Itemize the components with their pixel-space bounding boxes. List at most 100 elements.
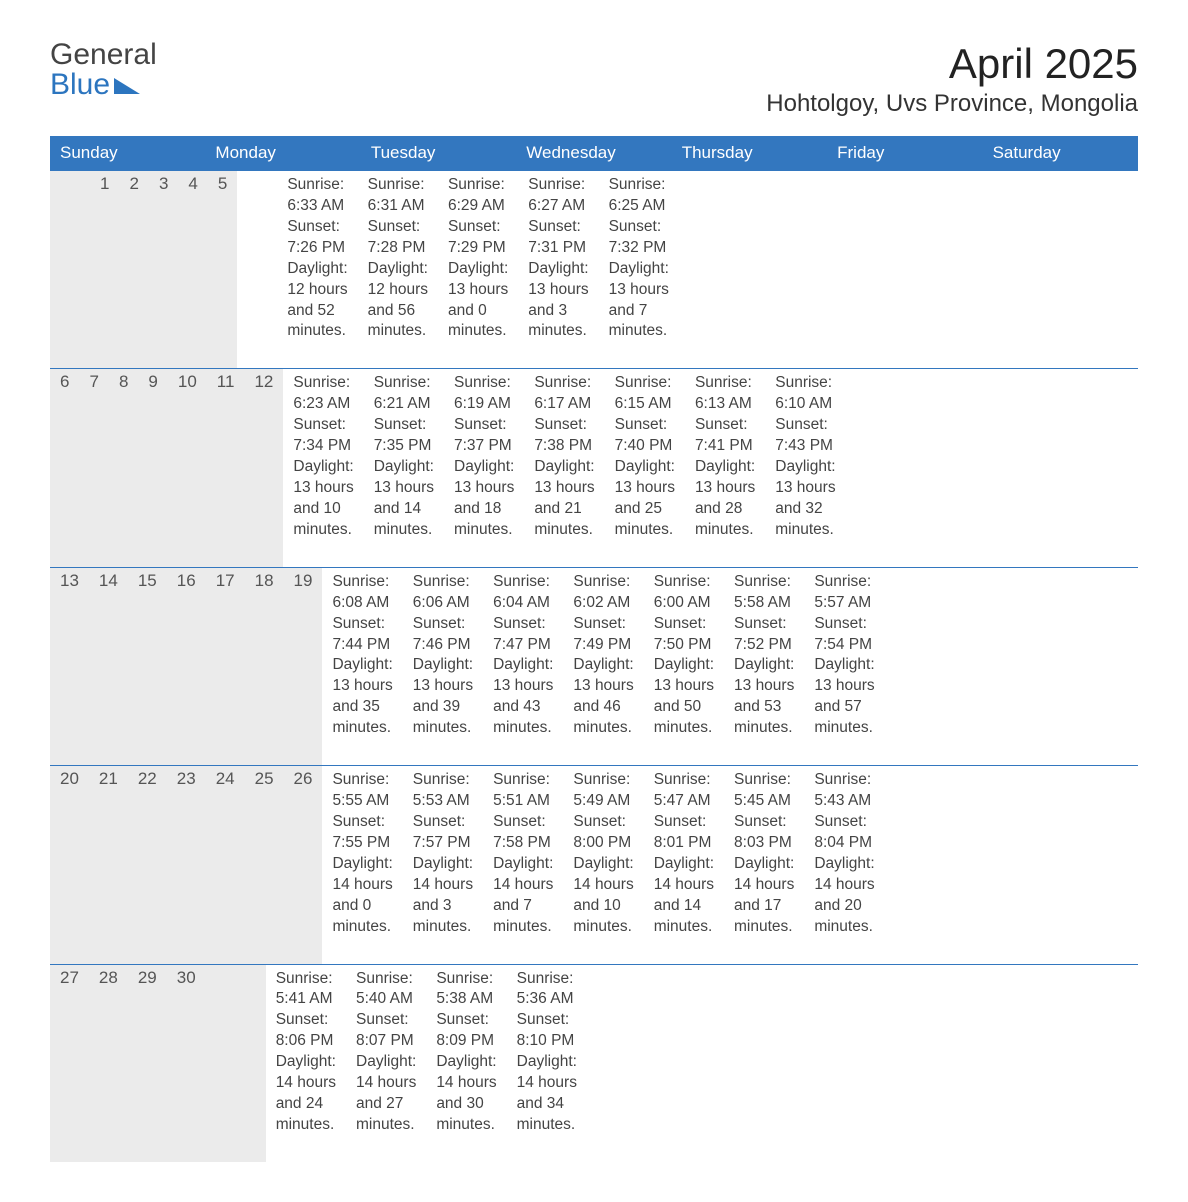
day-daylight1: Daylight: 12 hours <box>287 259 347 301</box>
day-daylight2: and 17 minutes. <box>734 896 794 938</box>
day-sunset: Sunset: 7:37 PM <box>454 415 514 457</box>
day-daylight1: Daylight: 13 hours <box>654 655 714 697</box>
day-cell: Sunrise: 5:58 AMSunset: 7:52 PMDaylight:… <box>724 568 804 765</box>
day-number: 25 <box>245 766 284 963</box>
day-sunset: Sunset: 7:34 PM <box>293 415 353 457</box>
day-sunset: Sunset: 8:00 PM <box>573 812 633 854</box>
day-daylight2: and 7 minutes. <box>493 896 553 938</box>
day-sunset: Sunset: 8:03 PM <box>734 812 794 854</box>
day-daylight1: Daylight: 13 hours <box>734 655 794 697</box>
day-sunrise: Sunrise: 5:58 AM <box>734 572 794 614</box>
day-cell: Sunrise: 5:55 AMSunset: 7:55 PMDaylight:… <box>322 766 402 963</box>
day-sunrise: Sunrise: 6:10 AM <box>775 373 835 415</box>
day-daylight2: and 0 minutes. <box>332 896 392 938</box>
day-cell: Sunrise: 6:23 AMSunset: 7:34 PMDaylight:… <box>283 369 363 566</box>
day-daylight1: Daylight: 13 hours <box>454 457 514 499</box>
day-daylight2: and 39 minutes. <box>413 697 473 739</box>
day-sunrise: Sunrise: 6:13 AM <box>695 373 755 415</box>
day-number: 12 <box>244 369 283 566</box>
day-daylight1: Daylight: 13 hours <box>413 655 473 697</box>
day-sunrise: Sunrise: 6:04 AM <box>493 572 553 614</box>
day-sunset: Sunset: 7:55 PM <box>332 812 392 854</box>
day-daylight2: and 32 minutes. <box>775 499 835 541</box>
day-number: 3 <box>149 171 178 368</box>
day-number: 20 <box>50 766 89 963</box>
day-cell: Sunrise: 6:02 AMSunset: 7:49 PMDaylight:… <box>563 568 643 765</box>
day-sunrise: Sunrise: 6:29 AM <box>448 175 508 217</box>
weekday-header: Monday <box>205 136 360 170</box>
day-sunrise: Sunrise: 6:33 AM <box>287 175 347 217</box>
day-sunset: Sunset: 7:28 PM <box>368 217 428 259</box>
day-daylight2: and 24 minutes. <box>276 1094 336 1136</box>
day-body-row: Sunrise: 5:41 AMSunset: 8:06 PMDaylight:… <box>266 965 647 1162</box>
calendar-week: 27282930Sunrise: 5:41 AMSunset: 8:06 PMD… <box>50 964 1138 1162</box>
day-sunset: Sunset: 8:07 PM <box>356 1010 416 1052</box>
day-sunset: Sunset: 7:52 PM <box>734 614 794 656</box>
day-daylight2: and 14 minutes. <box>374 499 434 541</box>
logo-line1: General <box>50 40 157 70</box>
day-number: 29 <box>128 965 167 1162</box>
day-sunset: Sunset: 7:40 PM <box>615 415 675 457</box>
logo: General Blue <box>50 40 157 100</box>
day-cell: Sunrise: 5:36 AMSunset: 8:10 PMDaylight:… <box>507 965 587 1162</box>
day-daylight1: Daylight: 14 hours <box>436 1052 496 1094</box>
day-cell: Sunrise: 6:00 AMSunset: 7:50 PMDaylight:… <box>644 568 724 765</box>
day-number <box>226 965 246 1162</box>
day-number: 6 <box>50 369 79 566</box>
location-subtitle: Hohtolgoy, Uvs Province, Mongolia <box>766 90 1138 118</box>
day-number <box>206 965 226 1162</box>
day-number: 18 <box>245 568 284 765</box>
day-daylight2: and 10 minutes. <box>573 896 633 938</box>
day-number: 8 <box>109 369 138 566</box>
day-number: 27 <box>50 965 89 1162</box>
day-daylight2: and 57 minutes. <box>814 697 874 739</box>
calendar-week: 12345Sunrise: 6:33 AMSunset: 7:26 PMDayl… <box>50 170 1138 368</box>
day-daylight2: and 20 minutes. <box>814 896 874 938</box>
day-cell <box>237 171 257 368</box>
day-cell: Sunrise: 6:13 AMSunset: 7:41 PMDaylight:… <box>685 369 765 566</box>
day-sunset: Sunset: 7:49 PM <box>573 614 633 656</box>
day-sunset: Sunset: 8:06 PM <box>276 1010 336 1052</box>
day-number: 4 <box>178 171 207 368</box>
day-daylight2: and 3 minutes. <box>528 301 588 343</box>
day-daylight2: and 43 minutes. <box>493 697 553 739</box>
day-cell: Sunrise: 6:08 AMSunset: 7:44 PMDaylight:… <box>322 568 402 765</box>
day-cell: Sunrise: 6:19 AMSunset: 7:37 PMDaylight:… <box>444 369 524 566</box>
day-number-row: 6789101112 <box>50 369 283 566</box>
day-number <box>70 171 90 368</box>
month-title: April 2025 <box>766 40 1138 88</box>
day-daylight2: and 3 minutes. <box>413 896 473 938</box>
day-number: 24 <box>206 766 245 963</box>
day-number <box>50 171 70 368</box>
calendar-week: 6789101112Sunrise: 6:23 AMSunset: 7:34 P… <box>50 368 1138 566</box>
day-number-row: 12345 <box>50 171 237 368</box>
day-daylight1: Daylight: 13 hours <box>332 655 392 697</box>
day-number: 5 <box>208 171 237 368</box>
day-cell: Sunrise: 5:43 AMSunset: 8:04 PMDaylight:… <box>804 766 884 963</box>
day-daylight1: Daylight: 14 hours <box>734 854 794 896</box>
day-number: 14 <box>89 568 128 765</box>
day-sunrise: Sunrise: 6:19 AM <box>454 373 514 415</box>
day-body-row: Sunrise: 6:23 AMSunset: 7:34 PMDaylight:… <box>283 369 845 566</box>
day-sunrise: Sunrise: 5:57 AM <box>814 572 874 614</box>
day-daylight1: Daylight: 13 hours <box>615 457 675 499</box>
day-number: 19 <box>284 568 323 765</box>
day-body-row: Sunrise: 6:08 AMSunset: 7:44 PMDaylight:… <box>322 568 884 765</box>
day-daylight1: Daylight: 12 hours <box>368 259 428 301</box>
day-sunset: Sunset: 7:47 PM <box>493 614 553 656</box>
day-daylight1: Daylight: 14 hours <box>573 854 633 896</box>
day-sunset: Sunset: 7:35 PM <box>374 415 434 457</box>
weekday-header: Saturday <box>983 136 1138 170</box>
day-daylight2: and 34 minutes. <box>517 1094 577 1136</box>
day-number: 1 <box>90 171 119 368</box>
day-number: 7 <box>79 369 108 566</box>
day-daylight1: Daylight: 14 hours <box>493 854 553 896</box>
day-cell: Sunrise: 5:47 AMSunset: 8:01 PMDaylight:… <box>644 766 724 963</box>
day-sunset: Sunset: 7:57 PM <box>413 812 473 854</box>
day-daylight1: Daylight: 13 hours <box>814 655 874 697</box>
weekday-header: Wednesday <box>516 136 671 170</box>
day-number: 17 <box>206 568 245 765</box>
day-number: 23 <box>167 766 206 963</box>
day-cell: Sunrise: 6:25 AMSunset: 7:32 PMDaylight:… <box>599 171 679 368</box>
day-daylight2: and 50 minutes. <box>654 697 714 739</box>
